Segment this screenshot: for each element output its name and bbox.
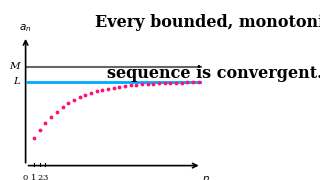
Text: $a_n$: $a_n$ bbox=[20, 22, 32, 33]
Text: sequence is convergent.: sequence is convergent. bbox=[107, 65, 320, 82]
Text: L: L bbox=[13, 77, 20, 86]
Text: M: M bbox=[9, 62, 20, 71]
Text: $n$: $n$ bbox=[202, 174, 210, 180]
Text: 3: 3 bbox=[43, 174, 48, 180]
Text: 2: 2 bbox=[37, 174, 43, 180]
Text: 1: 1 bbox=[31, 174, 37, 180]
Text: Every bounded, monotonic: Every bounded, monotonic bbox=[95, 14, 320, 31]
Text: 0: 0 bbox=[23, 174, 28, 180]
